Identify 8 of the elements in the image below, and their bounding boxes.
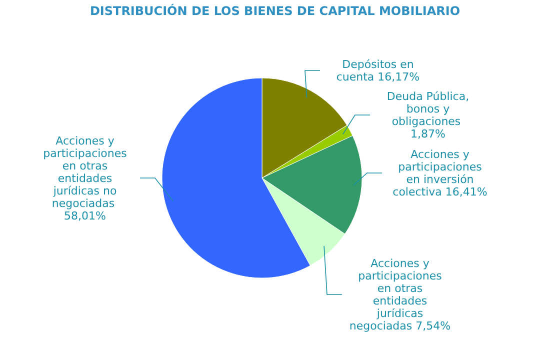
data-label: 1,87%: [410, 128, 446, 140]
data-label: 58,01%: [64, 209, 106, 222]
slice-label: Acciones y participaciones en otras entidades jurídicas negociadas 7,54%: [349, 257, 451, 332]
slice-label: Depósitos en cuenta 16,17%: [336, 58, 420, 84]
slice-label: Acciones y participaciones en otras entidades jurídicas no negociadas: [43, 134, 128, 210]
slice-label: Acciones y participaciones en inversión colectiva 16,41%: [392, 148, 488, 198]
slice-label: Deuda Pública, bonos y obligaciones: [386, 90, 470, 128]
chart-title: DISTRIBUCIÓN DE LOS BIENES DE CAPITAL MOBILIARIO: [90, 3, 460, 18]
